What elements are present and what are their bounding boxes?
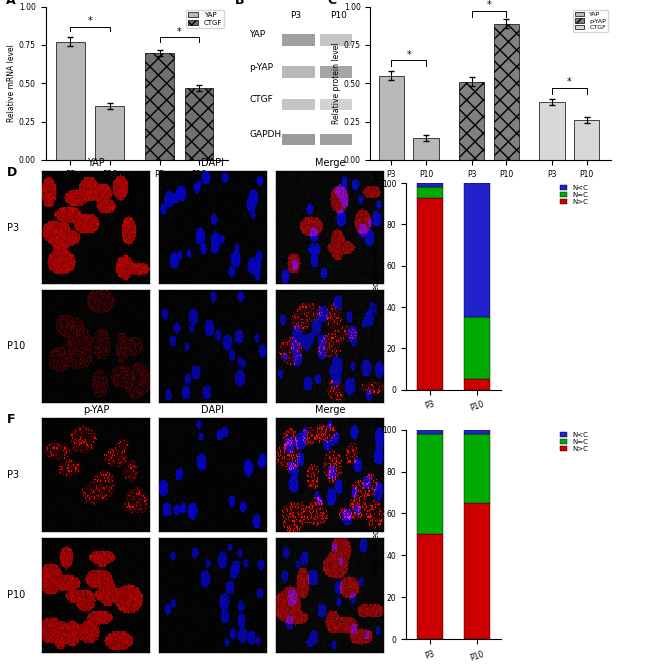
Text: A: A	[5, 0, 15, 7]
Bar	[464, 503, 490, 639]
Text: P10: P10	[6, 590, 25, 600]
Bar	[96, 106, 124, 160]
Text: E: E	[373, 170, 382, 184]
Text: P3: P3	[291, 11, 302, 20]
Y-axis label: Relative protein level: Relative protein level	[332, 43, 341, 124]
Text: Merge: Merge	[315, 159, 345, 168]
Bar	[574, 120, 599, 160]
FancyBboxPatch shape	[320, 67, 352, 78]
FancyBboxPatch shape	[320, 99, 352, 110]
Bar	[185, 88, 213, 160]
FancyBboxPatch shape	[282, 134, 315, 145]
Text: DAPI: DAPI	[202, 405, 224, 415]
Y-axis label: Relative frequency (%): Relative frequency (%)	[372, 491, 381, 578]
Text: YAP: YAP	[87, 159, 105, 168]
Text: P10: P10	[6, 341, 25, 352]
Text: GAPDH: GAPDH	[250, 130, 281, 139]
Text: D: D	[6, 166, 17, 180]
FancyBboxPatch shape	[282, 99, 315, 110]
Text: P3: P3	[6, 222, 19, 233]
Text: YAP: YAP	[250, 31, 265, 39]
Text: P3: P3	[6, 470, 19, 480]
Text: *: *	[567, 77, 571, 87]
Text: G: G	[373, 417, 384, 430]
Text: *: *	[88, 16, 92, 26]
Text: *: *	[487, 1, 491, 11]
Legend: YAP, CTGF: YAP, CTGF	[185, 10, 224, 28]
Bar	[417, 183, 443, 187]
Text: C: C	[327, 0, 336, 7]
Text: *: *	[406, 49, 411, 59]
Y-axis label: Relative mRNA level: Relative mRNA level	[7, 45, 16, 122]
Bar	[146, 53, 174, 160]
Y-axis label: Relative frequency (%): Relative frequency (%)	[372, 242, 381, 330]
Bar	[417, 534, 443, 639]
Bar	[464, 379, 490, 390]
FancyBboxPatch shape	[282, 34, 315, 46]
Bar	[417, 198, 443, 390]
Text: P10: P10	[330, 11, 346, 20]
Bar	[378, 76, 404, 160]
FancyBboxPatch shape	[320, 134, 352, 145]
FancyBboxPatch shape	[320, 34, 352, 46]
Bar	[417, 187, 443, 198]
Text: *: *	[177, 27, 182, 37]
Text: CTGF: CTGF	[250, 95, 273, 104]
Bar	[464, 434, 490, 503]
Legend: YAP, p-YAP, CTGF: YAP, p-YAP, CTGF	[573, 10, 608, 32]
Text: F: F	[6, 413, 15, 426]
Text: Merge: Merge	[315, 405, 345, 415]
Bar	[464, 317, 490, 379]
Bar	[459, 82, 484, 160]
Legend: N<C, N=C, N>C: N<C, N=C, N>C	[557, 429, 592, 454]
Text: p-YAP: p-YAP	[83, 405, 109, 415]
Bar	[493, 23, 519, 160]
Text: DAPI: DAPI	[202, 159, 224, 168]
Bar	[417, 430, 443, 434]
Legend: N<C, N=C, N>C: N<C, N=C, N>C	[557, 182, 592, 208]
Text: p-YAP: p-YAP	[250, 63, 274, 72]
Bar	[539, 102, 565, 160]
FancyBboxPatch shape	[282, 67, 315, 78]
Bar	[417, 434, 443, 534]
Bar	[413, 139, 439, 160]
Bar	[56, 42, 84, 160]
Bar	[464, 430, 490, 434]
Text: B: B	[235, 0, 245, 7]
Bar	[464, 183, 490, 317]
